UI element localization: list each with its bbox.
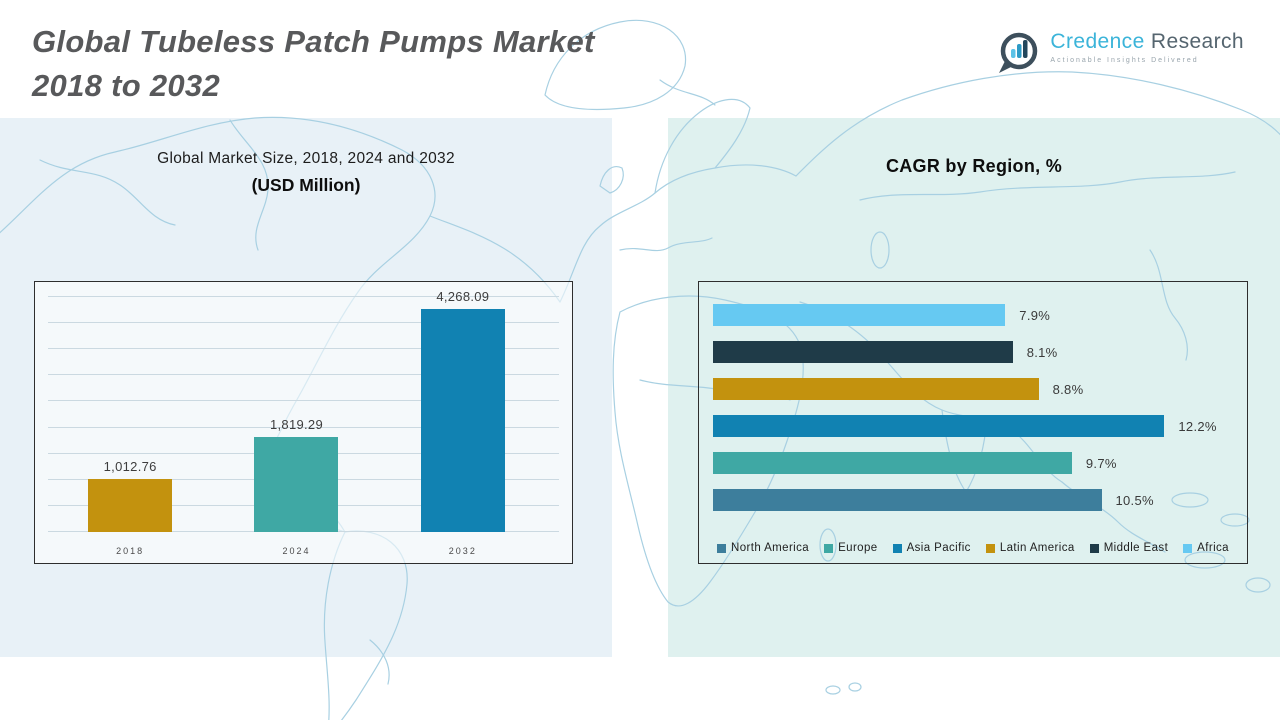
legend-item-asia-pacific: Asia Pacific	[892, 542, 971, 554]
legend-item-latin-america: Latin America	[985, 542, 1075, 554]
legend-item-middle-east: Middle East	[1089, 542, 1169, 554]
market-chart-title-line2: (USD Million)	[251, 175, 361, 195]
logo-brand-primary: Credence	[1050, 30, 1145, 53]
logo-chart-bubble-icon	[999, 32, 1038, 73]
cagr-row-asia-pacific: 12.2%	[713, 415, 1241, 437]
page-title: Global Tubeless Patch Pumps Market 2018 …	[32, 20, 595, 108]
cagr-bar-europe	[713, 452, 1072, 474]
market-bar-category-label: 2032	[448, 546, 477, 556]
market-bar-value-label: 4,268.09	[436, 289, 490, 304]
legend-item-africa: Africa	[1183, 542, 1229, 554]
cagr-row-europe: 9.7%	[713, 452, 1241, 474]
market-bar-value-label: 1,012.76	[103, 459, 157, 475]
market-bar-2018	[88, 479, 173, 532]
cagr-bar-middle-east	[713, 341, 1013, 363]
legend-item-north-america: North America	[717, 542, 809, 554]
market-chart-plot: 1,012.76 2018 1,819.29 2024 4,268.09 2032	[47, 286, 546, 556]
cagr-bar-asia-pacific	[713, 415, 1165, 437]
legend-label: Middle East	[1103, 542, 1169, 554]
legend-swatch	[1183, 543, 1193, 553]
market-bar-category-label: 2018	[116, 546, 145, 556]
cagr-bar-north-america	[713, 489, 1102, 511]
legend-label: Latin America	[999, 542, 1075, 554]
logo-brand-secondary: Research	[1150, 30, 1244, 53]
market-bar-2024	[254, 436, 339, 532]
market-bar-group-2024: 1,819.29 2024	[213, 286, 379, 556]
cagr-value-label: 7.9%	[1019, 307, 1051, 323]
legend-item-europe: Europe	[824, 542, 877, 554]
cagr-chart-legend: North America Europe Asia Pacific Latin Ame…	[699, 542, 1247, 554]
cagr-value-label: 9.7%	[1085, 455, 1117, 471]
cagr-value-label: 12.2%	[1178, 418, 1217, 434]
cagr-row-middle-east: 8.1%	[713, 341, 1241, 363]
cagr-row-latin-america: 8.8%	[713, 378, 1241, 400]
cagr-value-label: 8.8%	[1052, 381, 1084, 397]
page-title-line2: 2018 to 2032	[32, 68, 221, 104]
logo-tagline: Actionable Insights Delivered	[1050, 57, 1199, 64]
market-bar-category-label: 2024	[282, 546, 311, 556]
market-bar-group-2018: 1,012.76 2018	[47, 286, 213, 556]
legend-label: Europe	[838, 542, 878, 554]
legend-swatch	[824, 543, 834, 553]
legend-label: Asia Pacific	[906, 542, 971, 554]
cagr-chart-title: CAGR by Region, %	[885, 156, 1063, 176]
page-title-line1: Global Tubeless Patch Pumps Market	[32, 24, 595, 59]
market-chart-title: Global Market Size, 2018, 2024 and 2032 …	[0, 150, 612, 196]
cagr-bar-latin-america	[713, 378, 1039, 400]
legend-swatch	[892, 543, 902, 553]
legend-swatch	[717, 543, 727, 553]
cagr-chart-rows: 7.9% 8.1% 8.8% 12.2% 9.7% 10.5%	[713, 304, 1241, 526]
logo-brand: Credence Research	[1050, 30, 1244, 54]
market-bar-value-label: 1,819.29	[269, 416, 323, 432]
legend-swatch	[1089, 543, 1099, 553]
market-chart-title-line1: Global Market Size, 2018, 2024 and 2032	[157, 150, 455, 167]
market-bar-2032	[420, 309, 505, 532]
credence-research-logo: Credence Research Actionable Insights De…	[995, 30, 1244, 76]
market-size-chart: 1,012.76 2018 1,819.29 2024 4,268.09 2032	[34, 281, 573, 564]
cagr-row-africa: 7.9%	[713, 304, 1241, 326]
legend-label: Africa	[1197, 542, 1229, 554]
cagr-value-label: 10.5%	[1115, 492, 1154, 508]
cagr-value-label: 8.1%	[1026, 344, 1058, 360]
cagr-row-north-america: 10.5%	[713, 489, 1241, 511]
cagr-chart: 7.9% 8.1% 8.8% 12.2% 9.7% 10.5% North America…	[698, 281, 1248, 564]
market-bar-group-2032: 4,268.09 2032	[380, 286, 546, 556]
legend-label: North America	[731, 542, 810, 554]
cagr-bar-africa	[713, 304, 1006, 326]
logo-text: Credence Research Actionable Insights De…	[1050, 30, 1244, 64]
legend-swatch	[985, 543, 995, 553]
